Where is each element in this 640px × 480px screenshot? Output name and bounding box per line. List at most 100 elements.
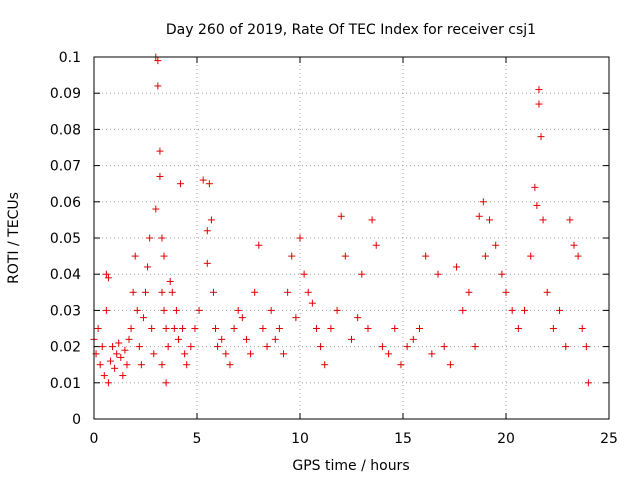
- data-point: [348, 335, 355, 343]
- data-point: [148, 325, 156, 332]
- data-point: [191, 325, 199, 332]
- data-point: [156, 172, 164, 180]
- data-point: [321, 361, 329, 369]
- data-point: [465, 288, 473, 296]
- data-point: [177, 180, 185, 188]
- data-point: [337, 212, 345, 220]
- data-point: [415, 325, 423, 332]
- data-point: [238, 314, 246, 322]
- data-point: [203, 259, 211, 267]
- data-point: [218, 335, 226, 343]
- data-point: [104, 274, 112, 282]
- data-point: [111, 364, 119, 372]
- data-point: [292, 314, 300, 322]
- data-point: [100, 372, 108, 380]
- data-point: [368, 216, 376, 224]
- chart-title: Day 260 of 2019, Rate Of TEC Index for r…: [166, 22, 536, 38]
- data-point: [422, 252, 430, 260]
- data-point: [409, 335, 417, 343]
- y-tick-labels: 0 0.01 0.02 0.03 0.04 0.05 0.06 0.07 0.08 0.09 0.1: [50, 50, 81, 428]
- data-point: [179, 325, 187, 332]
- data-point: [533, 201, 541, 209]
- data-point: [170, 325, 178, 332]
- data-point: [115, 339, 123, 347]
- data-point: [492, 241, 500, 249]
- data-point: [275, 325, 283, 332]
- y-axis-label: ROTI / TECUs: [6, 192, 22, 284]
- data-point: [475, 212, 483, 220]
- y-tick-label: 0: [72, 412, 81, 428]
- data-point: [117, 353, 125, 361]
- data-point: [354, 314, 362, 322]
- x-tick-label: 0: [90, 431, 99, 447]
- data-point: [403, 343, 411, 351]
- data-point: [226, 361, 234, 369]
- data-point: [543, 288, 551, 296]
- x-tick-label: 10: [291, 431, 309, 447]
- data-point: [183, 361, 191, 369]
- x-tick-label: 15: [394, 431, 412, 447]
- plot-frame: [93, 56, 610, 420]
- data-point: [133, 306, 141, 314]
- data-point: [96, 361, 104, 369]
- data-point: [251, 288, 259, 296]
- data-point: [214, 343, 222, 351]
- data-point: [317, 343, 325, 351]
- data-point: [242, 335, 250, 343]
- data-point: [341, 252, 349, 260]
- data-point: [255, 241, 263, 249]
- data-point: [207, 216, 215, 224]
- data-point: [385, 350, 393, 358]
- data-point: [102, 306, 110, 314]
- data-point: [205, 180, 213, 188]
- data-point: [535, 100, 543, 108]
- data-point: [131, 252, 139, 260]
- data-point: [209, 288, 217, 296]
- data-point: [486, 216, 494, 224]
- data-point: [300, 270, 308, 278]
- data-point: [502, 288, 510, 296]
- data-point: [195, 306, 203, 314]
- data-point: [158, 288, 166, 296]
- data-point: [123, 361, 131, 369]
- data-point: [521, 306, 529, 314]
- data-point: [327, 325, 335, 332]
- data-point: [98, 343, 106, 351]
- data-point: [259, 325, 267, 332]
- data-point: [531, 183, 539, 191]
- data-point: [222, 350, 230, 358]
- data-point: [164, 343, 172, 351]
- data-point: [146, 234, 154, 242]
- data-point: [125, 335, 133, 343]
- data-point: [102, 270, 110, 278]
- data-point: [199, 176, 207, 184]
- data-point: [514, 325, 522, 332]
- data-point: [113, 350, 121, 358]
- data-point: [150, 350, 158, 358]
- data-point: [537, 133, 545, 141]
- data-point: [304, 288, 312, 296]
- y-tick-label: 0.03: [50, 303, 81, 319]
- data-point: [271, 335, 279, 343]
- data-point: [312, 325, 320, 332]
- data-point: [479, 198, 487, 206]
- data-point: [154, 82, 162, 90]
- data-point: [158, 234, 166, 242]
- data-point: [162, 325, 170, 332]
- x-tick-label: 5: [193, 431, 202, 447]
- data-point: [119, 372, 127, 380]
- data-point: [428, 350, 436, 358]
- data-point: [172, 306, 180, 314]
- data-point: [234, 306, 242, 314]
- data-point: [535, 86, 543, 94]
- data-point: [556, 306, 564, 314]
- data-point: [174, 335, 182, 343]
- data-point: [391, 325, 399, 332]
- data-point: [566, 216, 574, 224]
- data-point: [129, 288, 137, 296]
- data-point: [498, 270, 506, 278]
- data-point: [106, 357, 114, 365]
- data-point: [308, 299, 316, 307]
- y-tick-label: 0.02: [50, 340, 81, 356]
